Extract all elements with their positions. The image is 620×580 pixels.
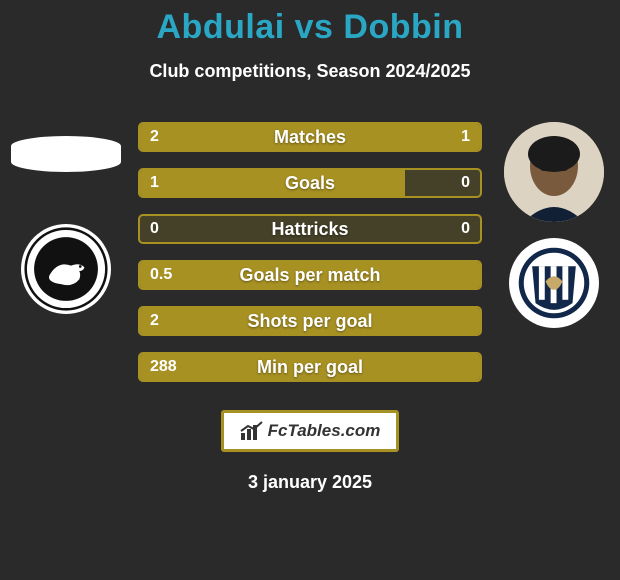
player2-club-badge bbox=[509, 238, 599, 328]
stat-label: Min per goal bbox=[140, 354, 480, 380]
stat-label: Goals per match bbox=[140, 262, 480, 288]
stat-right-value: 1 bbox=[461, 124, 470, 150]
comparison-title: Abdulai vs Dobbin bbox=[0, 0, 620, 47]
stat-right-value: 0 bbox=[461, 216, 470, 242]
stat-bars: 2Matches11Goals00Hattricks00.5Goals per … bbox=[138, 122, 482, 398]
right-column bbox=[494, 122, 614, 328]
stat-label: Matches bbox=[140, 124, 480, 150]
date-text: 3 january 2025 bbox=[0, 472, 620, 493]
stat-label: Goals bbox=[140, 170, 480, 196]
stat-row: 1Goals0 bbox=[138, 168, 482, 198]
stat-label: Shots per goal bbox=[140, 308, 480, 334]
player1-avatar bbox=[11, 136, 121, 172]
player2-name: Dobbin bbox=[343, 8, 463, 46]
west-brom-icon bbox=[512, 241, 596, 325]
stat-row: 0.5Goals per match bbox=[138, 260, 482, 290]
swansea-icon bbox=[24, 227, 108, 311]
stat-row: 0Hattricks0 bbox=[138, 214, 482, 244]
stat-row: 2Matches1 bbox=[138, 122, 482, 152]
stat-row: 2Shots per goal bbox=[138, 306, 482, 336]
stat-right-value: 0 bbox=[461, 170, 470, 196]
comparison-body: 2Matches11Goals00Hattricks00.5Goals per … bbox=[0, 122, 620, 392]
brand-text: FcTables.com bbox=[268, 421, 381, 441]
player1-club-badge bbox=[21, 224, 111, 314]
player1-name: Abdulai bbox=[157, 8, 285, 46]
brand-badge[interactable]: FcTables.com bbox=[221, 410, 399, 452]
left-column bbox=[6, 122, 126, 314]
vs-text: vs bbox=[295, 8, 334, 46]
stat-label: Hattricks bbox=[140, 216, 480, 242]
player2-avatar bbox=[504, 122, 604, 222]
subtitle: Club competitions, Season 2024/2025 bbox=[0, 61, 620, 82]
stat-row: 288Min per goal bbox=[138, 352, 482, 382]
chart-icon bbox=[240, 421, 264, 441]
